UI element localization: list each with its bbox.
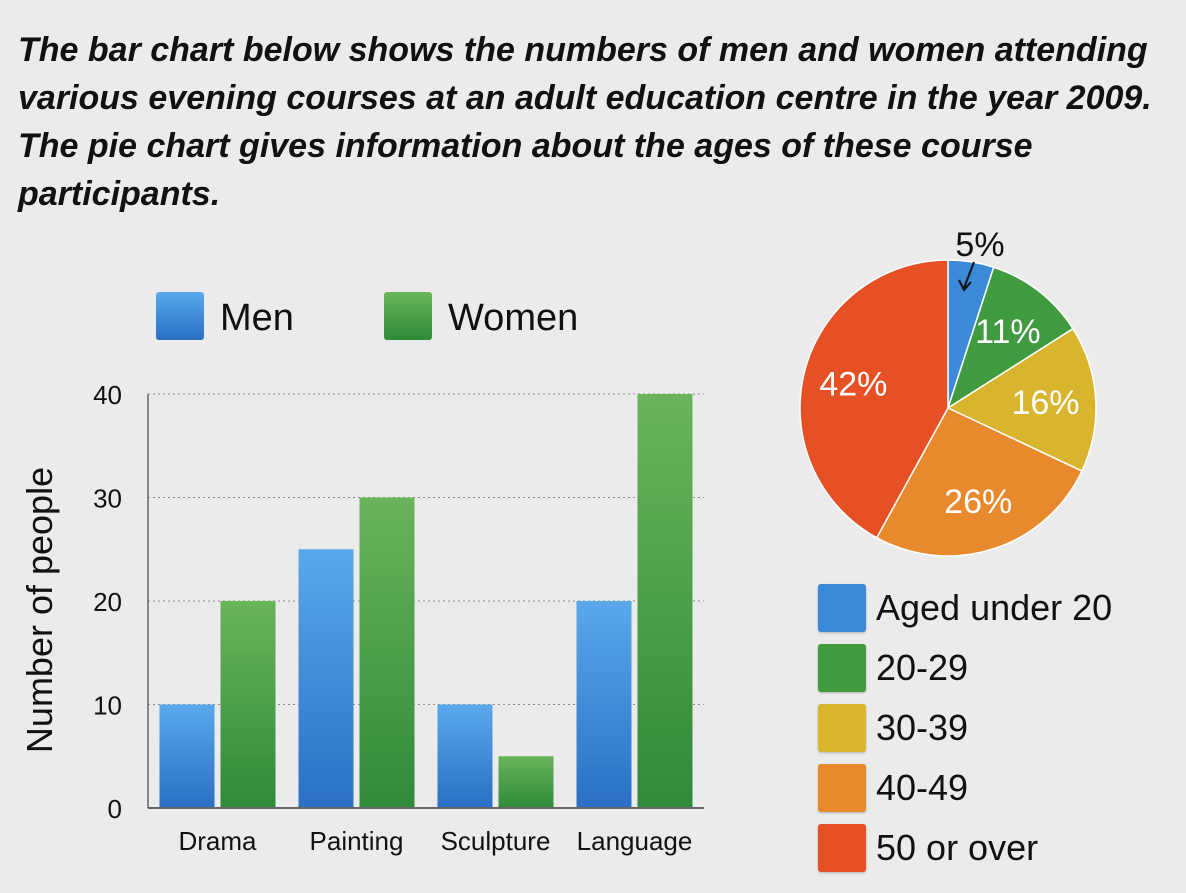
pie-slice-20-29 <box>946 266 1074 410</box>
legend-label: Men <box>220 297 294 339</box>
pie-label: 42% <box>819 366 887 404</box>
legend-swatch <box>818 644 866 692</box>
legend-label: 50 or over <box>876 827 1039 868</box>
pie-label: 26% <box>944 483 1012 521</box>
legend-label: 40-49 <box>876 767 969 808</box>
bar-chart: Men Women 0 10 20 30 40 Drama Painting Sculpture… <box>19 292 704 856</box>
y-tick-label: 10 <box>93 691 122 721</box>
y-axis-label: Number of people <box>19 467 60 753</box>
bar-men-language <box>576 601 632 808</box>
page-title: The bar chart below shows the numbers of… <box>18 31 1152 213</box>
bar-men-sculpture <box>437 704 493 808</box>
pie-label: 11% <box>975 313 1041 351</box>
x-tick-label: Drama <box>178 826 257 856</box>
y-tick-label: 40 <box>93 380 122 410</box>
bar-women-language <box>637 394 693 808</box>
pie-label: 5% <box>955 226 1004 264</box>
bar-women-sculpture <box>498 756 554 808</box>
x-tick-label: Sculpture <box>441 826 551 856</box>
bar-men-painting <box>298 549 354 808</box>
legend-swatch <box>156 292 204 340</box>
legend-label: 20-29 <box>876 647 969 688</box>
legend-swatch <box>384 292 432 340</box>
pie-chart: 5% 11% 16% 26% 42% <box>799 226 1097 557</box>
bar-men-drama <box>159 704 215 808</box>
pie-slice-50-or-over <box>799 259 949 539</box>
x-tick-label: Painting <box>310 826 404 856</box>
legend-swatch <box>818 824 866 872</box>
pie-slice-30-39 <box>946 327 1097 473</box>
pie-label-arrow <box>958 261 975 292</box>
pie-label: 16% <box>1011 384 1079 422</box>
legend-label: 30-39 <box>876 707 969 748</box>
legend-label: Aged under 20 <box>876 587 1113 628</box>
legend-swatch <box>818 704 866 752</box>
legend-swatch <box>818 584 866 632</box>
y-tick-label: 30 <box>93 484 122 514</box>
legend-label: Women <box>448 297 578 339</box>
legend-swatch <box>818 764 866 812</box>
y-tick-label: 0 <box>108 794 122 824</box>
bar-women-painting <box>359 497 415 808</box>
bar-women-drama <box>220 601 276 808</box>
y-tick-label: 20 <box>93 587 122 617</box>
x-tick-label: Language <box>577 826 693 856</box>
